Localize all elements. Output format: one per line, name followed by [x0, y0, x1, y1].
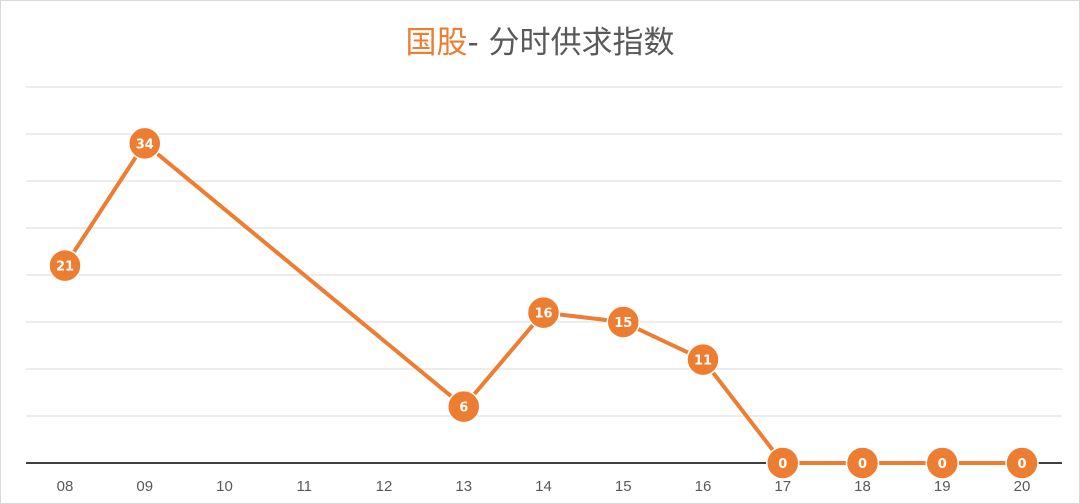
data-label: 0: [1017, 457, 1026, 472]
data-label: 11: [694, 354, 712, 369]
x-tick-label: 13: [455, 478, 472, 495]
x-tick-label: 14: [535, 478, 552, 495]
x-tick-label: 19: [934, 478, 951, 495]
data-label: 0: [858, 457, 867, 472]
data-point-marker: [447, 389, 481, 424]
data-label: 0: [778, 457, 787, 472]
x-tick-label: 09: [136, 478, 153, 495]
data-points: 21 34 6 16 15 11 0 0 0 0: [48, 126, 1039, 480]
data-point-marker: [128, 126, 162, 161]
x-tick-label: 20: [1014, 478, 1031, 495]
x-tick-label: 16: [695, 478, 712, 495]
series-line-segment: [63, 141, 1024, 465]
data-point-marker: [606, 305, 640, 339]
chart-title-rest: - 分时供求指数: [467, 25, 675, 61]
series-line: [63, 141, 1024, 465]
data-point-marker: [845, 446, 880, 480]
data-point-marker: [766, 446, 800, 480]
data-point-marker: [526, 295, 561, 330]
data-point-marker: [686, 342, 720, 377]
x-tick-label: 11: [296, 478, 312, 495]
x-tick-labels: 08 09 10 11 12 13 14 15 16 17 18 19 20: [57, 478, 1031, 495]
data-point-marker: [48, 248, 82, 283]
data-label: 16: [534, 307, 552, 322]
data-label: 15: [614, 316, 632, 331]
x-tick-label: 15: [615, 478, 632, 495]
chart-title: 国股- 分时供求指数: [0, 18, 1080, 68]
data-label: 21: [56, 260, 74, 275]
x-tick-label: 12: [376, 478, 393, 495]
data-point-marker: [1005, 446, 1039, 480]
data-label: 0: [938, 457, 947, 472]
gridlines: [26, 86, 1062, 417]
x-tick-label: 18: [854, 478, 871, 495]
data-point-marker: [925, 446, 959, 480]
chart-title-highlight: 国股: [405, 25, 468, 61]
data-label: 34: [136, 137, 154, 152]
x-tick-label: 10: [216, 478, 233, 495]
x-tick-label: 17: [774, 478, 791, 495]
x-tick-label: 08: [57, 478, 74, 495]
data-label: 6: [459, 401, 468, 416]
